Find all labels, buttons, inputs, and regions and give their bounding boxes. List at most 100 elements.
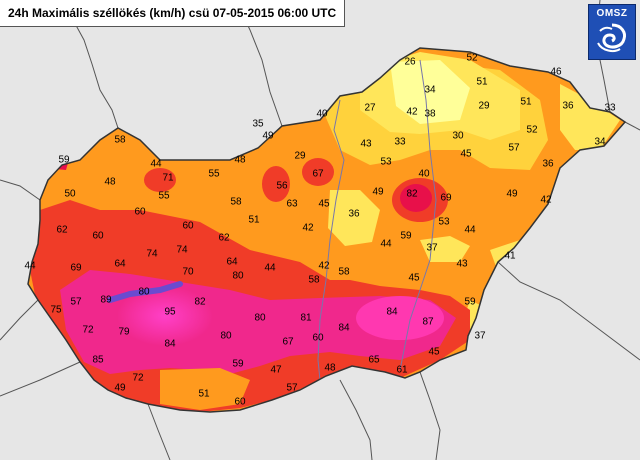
zone-red-northwest: [144, 168, 176, 192]
station-value: 69: [70, 263, 82, 274]
station-value: 89: [100, 295, 112, 306]
station-value: 43: [360, 139, 372, 150]
station-value: 64: [114, 259, 126, 270]
station-value: 95: [164, 307, 176, 318]
station-value: 27: [364, 103, 376, 114]
logo-text: OMSZ: [596, 8, 628, 19]
station-value: 72: [132, 373, 144, 384]
country-border: [27, 47, 627, 413]
station-value: 29: [294, 151, 306, 162]
station-value: 71: [162, 173, 174, 184]
station-value: 45: [408, 273, 420, 284]
station-values: 26 52 46 34 51 27 42 38 29 51 36 33 35 40 58 49 30 52 34 43…: [24, 53, 616, 408]
station-value: 60: [182, 221, 194, 232]
station-value: 57: [508, 143, 520, 154]
station-value: 70: [182, 267, 194, 278]
station-value: 26: [404, 57, 416, 68]
station-value: 84: [164, 339, 176, 350]
station-value: 82: [406, 189, 418, 200]
station-value: 85: [92, 355, 104, 366]
station-value: 80: [254, 313, 266, 324]
station-value: 45: [318, 199, 330, 210]
station-value: 60: [312, 333, 324, 344]
station-value: 52: [526, 125, 538, 136]
station-value: 48: [234, 155, 246, 166]
station-value: 87: [422, 317, 434, 328]
lake-balaton: [107, 281, 183, 303]
station-value: 48: [324, 363, 336, 374]
station-value: 60: [234, 397, 246, 408]
station-value: 44: [24, 261, 36, 272]
station-value: 50: [64, 189, 76, 200]
station-value: 42: [540, 195, 552, 206]
station-value: 55: [208, 169, 220, 180]
omsz-logo: OMSZ: [588, 4, 636, 60]
station-value: 74: [146, 249, 158, 260]
station-value: 48: [104, 177, 116, 188]
station-value: 35: [252, 119, 264, 130]
station-value: 84: [338, 323, 350, 334]
station-value: 40: [418, 169, 430, 180]
map-title: 24h Maximális széllökés (km/h) csü 07-05…: [8, 6, 337, 20]
station-value: 59: [232, 359, 244, 370]
station-value: 61: [396, 365, 408, 376]
station-value: 51: [198, 389, 210, 400]
station-value: 79: [118, 327, 130, 338]
station-value: 45: [460, 149, 472, 160]
station-value: 62: [56, 225, 68, 236]
zone-red-northeast-core: [400, 184, 432, 212]
station-value: 49: [114, 383, 126, 394]
station-value: 33: [394, 137, 406, 148]
station-value: 52: [466, 53, 478, 64]
station-value: 34: [424, 85, 436, 96]
station-value: 60: [92, 231, 104, 242]
station-value: 58: [338, 267, 350, 278]
station-value: 38: [424, 109, 436, 120]
station-value: 53: [380, 157, 392, 168]
station-value: 47: [270, 365, 282, 376]
station-value: 36: [348, 209, 360, 220]
station-value: 42: [302, 223, 314, 234]
station-value: 33: [604, 103, 616, 114]
station-value: 58: [114, 135, 126, 146]
station-value: 37: [426, 243, 438, 254]
station-value: 29: [478, 101, 490, 112]
station-value: 57: [286, 383, 298, 394]
station-value: 37: [474, 331, 486, 342]
station-value: 62: [218, 233, 230, 244]
station-value: 36: [562, 101, 574, 112]
station-value: 55: [158, 191, 170, 202]
station-value: 51: [248, 215, 260, 226]
station-value: 51: [520, 97, 532, 108]
station-value: 44: [264, 263, 276, 274]
station-value: 49: [372, 187, 384, 198]
lake-ferto: [76, 136, 86, 150]
station-value: 36: [542, 159, 554, 170]
station-value: 58: [230, 197, 242, 208]
station-value: 60: [134, 207, 146, 218]
station-value: 80: [138, 287, 150, 298]
station-value: 43: [456, 259, 468, 270]
station-value: 34: [594, 137, 606, 148]
zone-max-core: [117, 286, 213, 346]
station-value: 46: [550, 67, 562, 78]
zone-orange-south: [160, 368, 250, 410]
station-value: 59: [400, 231, 412, 242]
station-value: 45: [428, 347, 440, 358]
station-value: 80: [232, 271, 244, 282]
station-value: 80: [220, 331, 232, 342]
station-value: 59: [58, 155, 70, 166]
map-title-box: 24h Maximális széllökés (km/h) csü 07-05…: [0, 0, 346, 27]
station-value: 75: [50, 305, 62, 316]
station-value: 72: [82, 325, 94, 336]
river-danube: [317, 99, 345, 381]
station-value: 63: [286, 199, 298, 210]
station-value: 53: [438, 217, 450, 228]
station-value: 59: [464, 297, 476, 308]
station-value: 56: [276, 181, 288, 192]
zone-yellow-east: [560, 84, 620, 150]
station-value: 51: [476, 77, 488, 88]
station-value: 57: [70, 297, 82, 308]
zone-red-north: [302, 158, 334, 186]
